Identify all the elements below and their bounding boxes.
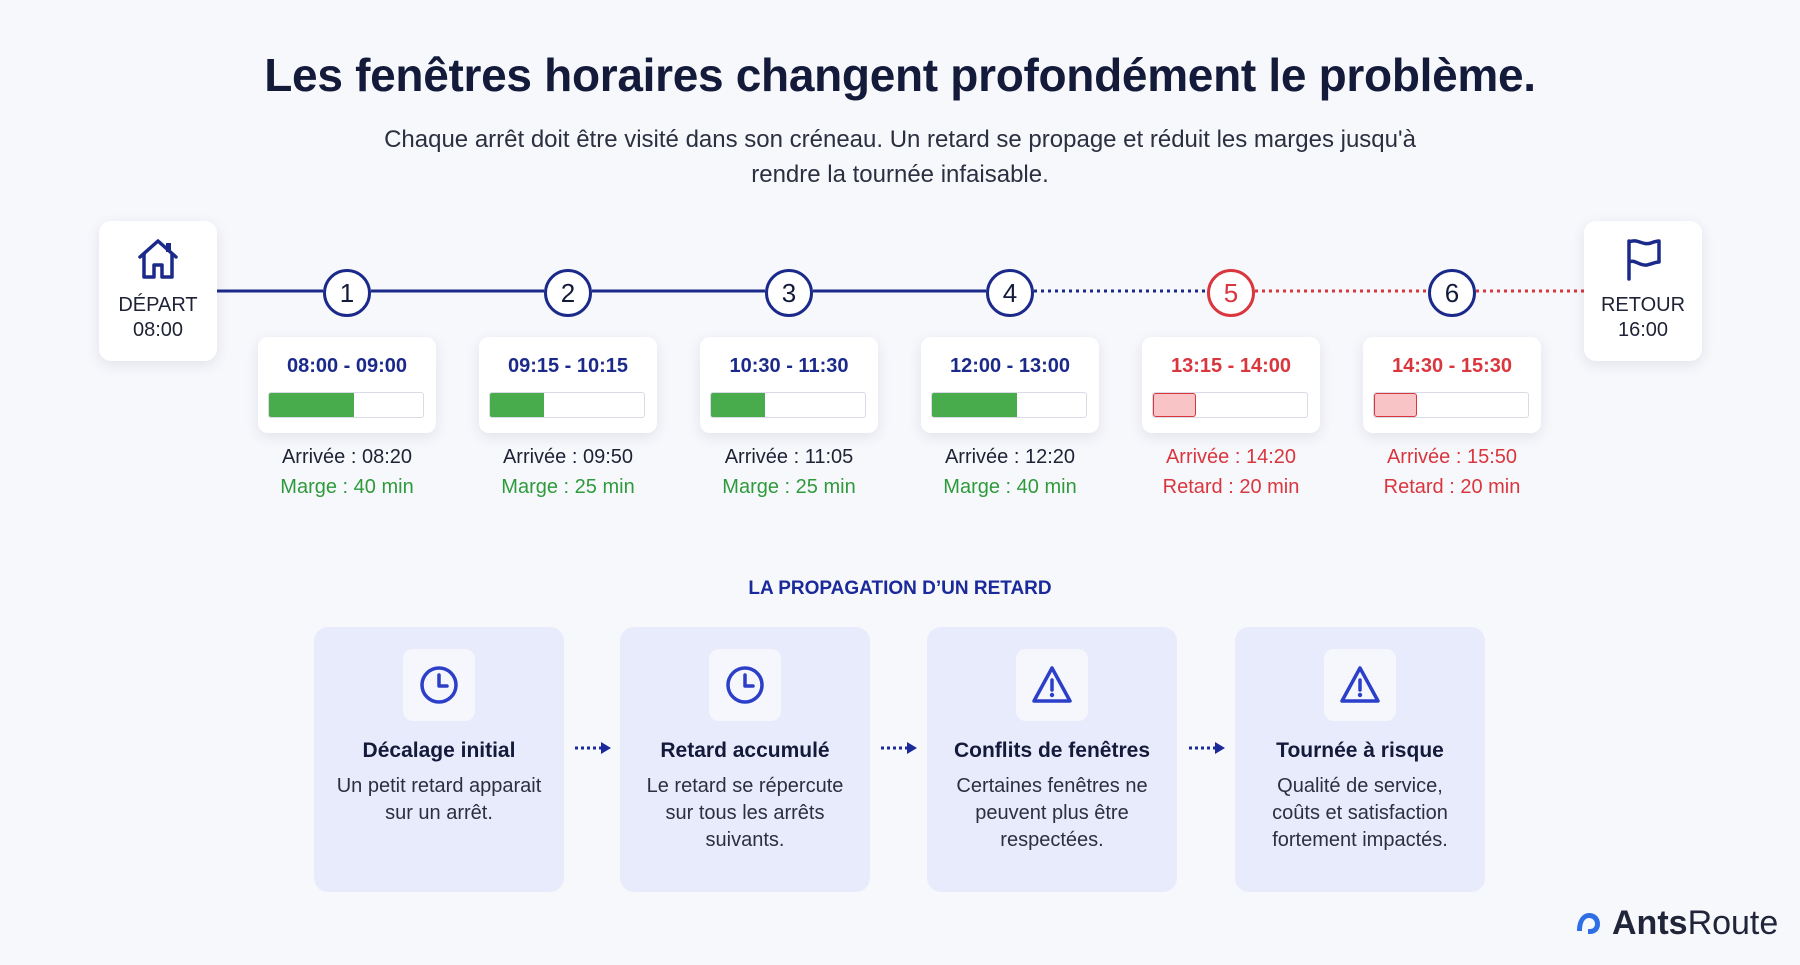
margin-text: Marge : 25 min	[501, 476, 635, 498]
icon-container	[403, 649, 475, 721]
margin-bar-fill	[269, 393, 354, 417]
margin-bar-fill	[711, 393, 765, 417]
time-window-card-1: 08:00 - 09:00	[258, 337, 436, 433]
arrival-time: Arrivée : 08:20	[281, 446, 413, 468]
time-window-label: 14:30 - 15:30	[1391, 355, 1513, 377]
step-description: Qualité de service, coûts et satisfactio…	[1272, 775, 1448, 851]
propagation-step-2: Retard accumulé Le retard se répercute s…	[620, 627, 870, 892]
delay-text: Retard : 20 min	[1162, 476, 1300, 498]
start-time: 08:00	[132, 319, 184, 341]
margin-bar	[931, 392, 1087, 418]
warning-icon	[1340, 666, 1380, 703]
flow-arrow-1	[575, 742, 611, 754]
stop-info-5: Arrivée : 14:20 Retard : 20 min	[1131, 442, 1331, 502]
margin-text: Marge : 40 min	[943, 476, 1077, 498]
end-depot: RETOUR 16:00	[1584, 221, 1702, 361]
step-title: Retard accumulé	[660, 739, 830, 762]
clock-icon	[726, 666, 764, 704]
margin-text: Marge : 40 min	[280, 476, 414, 498]
arrival-time: Arrivée : 12:20	[944, 446, 1076, 468]
home-icon	[138, 239, 178, 279]
stop-info-1: Arrivée : 08:20 Marge : 40 min	[247, 442, 447, 502]
start-depot: DÉPART 08:00	[99, 221, 217, 361]
time-window-label: 12:00 - 13:00	[949, 355, 1071, 377]
stop-info-6: Arrivée : 15:50 Retard : 20 min	[1352, 442, 1552, 502]
stop-number-2: 2	[544, 269, 592, 317]
arrival-time: Arrivée : 09:50	[502, 446, 634, 468]
delay-bar-fill	[1153, 393, 1197, 417]
propagation-section-title: LA PROPAGATION D’UN RETARD	[748, 578, 1052, 599]
margin-bar	[489, 392, 645, 418]
margin-text: Marge : 25 min	[722, 476, 856, 498]
step-description: Un petit retard apparait sur un arrêt.	[336, 775, 542, 824]
time-window-card-6: 14:30 - 15:30	[1363, 337, 1541, 433]
time-window-label: 09:15 - 10:15	[507, 355, 629, 377]
step-title: Tournée à risque	[1276, 739, 1444, 762]
brand-name-regular: Route	[1687, 903, 1779, 942]
brand-name-bold: Ants	[1612, 903, 1688, 942]
delay-text: Retard : 20 min	[1383, 476, 1521, 498]
time-window-card-3: 10:30 - 11:30	[700, 337, 878, 433]
antsroute-logo-icon	[1577, 913, 1600, 934]
stop-number-3: 3	[765, 269, 813, 317]
start-label: DÉPART	[118, 294, 198, 316]
icon-container	[709, 649, 781, 721]
page-title: Les fenêtres horaires changent profondém…	[264, 49, 1536, 101]
stop-info-4: Arrivée : 12:20 Marge : 40 min	[910, 442, 1110, 502]
step-title: Conflits de fenêtres	[953, 739, 1151, 762]
brand-name: AntsRoute	[1612, 904, 1778, 943]
margin-bar-fill	[490, 393, 544, 417]
margin-bar	[1373, 392, 1529, 418]
time-window-card-4: 12:00 - 13:00	[921, 337, 1099, 433]
propagation-step-1: Décalage initial Un petit retard apparai…	[314, 627, 564, 892]
icon-container	[1324, 649, 1396, 721]
stop-number-5: 5	[1207, 269, 1255, 317]
margin-bar	[268, 392, 424, 418]
time-window-label: 10:30 - 11:30	[729, 355, 849, 377]
clock-icon	[420, 666, 458, 704]
propagation-step-4: Tournée à risque Qualité de service, coû…	[1235, 627, 1485, 892]
end-time: 16:00	[1617, 319, 1669, 341]
end-label: RETOUR	[1600, 294, 1686, 316]
stop-info-2: Arrivée : 09:50 Marge : 25 min	[468, 442, 668, 502]
arrival-time: Arrivée : 14:20	[1165, 446, 1297, 468]
arrival-time: Arrivée : 11:05	[724, 446, 854, 468]
time-window-card-2: 09:15 - 10:15	[479, 337, 657, 433]
time-window-label: 08:00 - 09:00	[286, 355, 408, 377]
flow-arrow-3	[1189, 742, 1225, 754]
step-description: Le retard se répercute sur tous les arrê…	[646, 775, 844, 851]
flag-icon	[1627, 239, 1661, 281]
stop-info-3: Arrivée : 11:05 Marge : 25 min	[689, 442, 889, 502]
margin-bar	[1152, 392, 1308, 418]
icon-container	[1016, 649, 1088, 721]
warning-icon	[1032, 666, 1072, 703]
margin-bar-fill	[932, 393, 1017, 417]
stop-number-6: 6	[1428, 269, 1476, 317]
stop-number-1: 1	[323, 269, 371, 317]
margin-bar	[710, 392, 866, 418]
propagation-step-3: Conflits de fenêtres Certaines fenêtres …	[927, 627, 1177, 892]
page-subtitle: Chaque arrêt doit être visité dans son c…	[384, 126, 1416, 188]
delay-bar-fill	[1374, 393, 1418, 417]
stop-number-4: 4	[986, 269, 1034, 317]
flow-arrow-2	[881, 742, 917, 754]
time-window-label: 13:15 - 14:00	[1170, 355, 1292, 377]
arrival-time: Arrivée : 15:50	[1386, 446, 1518, 468]
step-title: Décalage initial	[362, 739, 516, 762]
step-description: Certaines fenêtres ne peuvent plus être …	[956, 775, 1148, 851]
brand-logo: AntsRoute	[1572, 903, 1778, 943]
time-window-card-5: 13:15 - 14:00	[1142, 337, 1320, 433]
